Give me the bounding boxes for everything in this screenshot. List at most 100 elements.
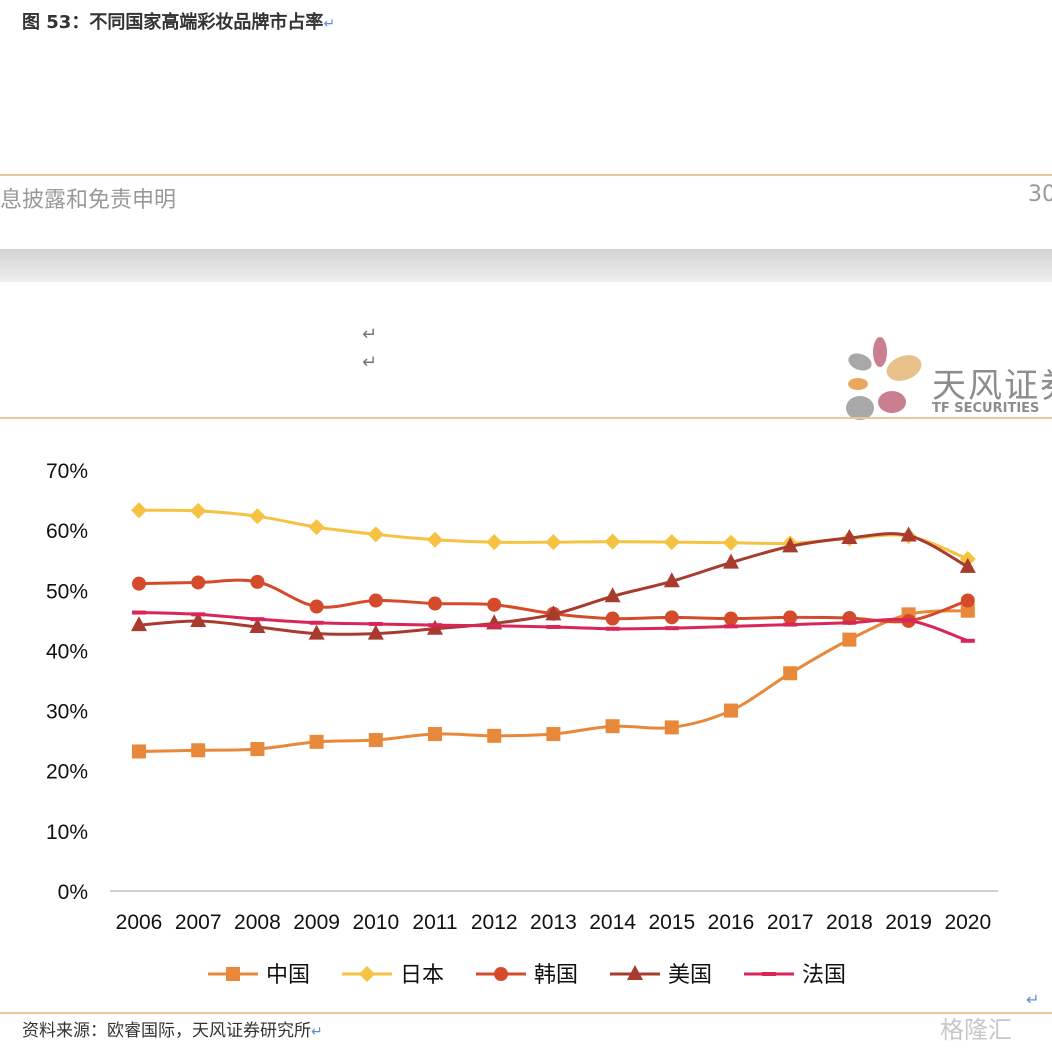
data-point-2 — [605, 611, 620, 626]
data-point-3 — [367, 624, 384, 640]
x-tick-label: 2006 — [116, 911, 163, 934]
data-point-0 — [546, 727, 561, 742]
data-point-3 — [190, 611, 207, 627]
data-point-2 — [132, 576, 146, 591]
data-point-1 — [486, 534, 503, 551]
data-point-2 — [664, 610, 679, 625]
data-point-0 — [842, 632, 857, 647]
divider-top — [0, 174, 1052, 176]
y-tick-label: 10% — [46, 821, 88, 844]
x-tick-label: 2012 — [471, 911, 518, 934]
legend-label: 法国 — [802, 963, 846, 988]
data-point-0 — [191, 743, 206, 758]
data-point-1 — [190, 502, 207, 519]
data-point-3 — [723, 553, 739, 569]
data-point-3 — [427, 619, 443, 635]
x-tick-label: 2017 — [767, 911, 814, 934]
source-text: 资料来源：欧睿国际，天风证券研究所 — [22, 1021, 311, 1041]
x-tick-label: 2015 — [648, 911, 695, 934]
data-point-1 — [427, 531, 443, 548]
data-point-0 — [132, 744, 146, 759]
figure-title-text: 图 53：不同国家高端彩妆品牌市占率 — [22, 12, 324, 33]
x-tick-label: 2008 — [234, 911, 281, 934]
data-point-4 — [428, 623, 442, 628]
data-point-2 — [250, 574, 265, 589]
data-point-3 — [959, 557, 976, 573]
y-tick-label: 30% — [46, 701, 88, 724]
data-point-1 — [604, 533, 621, 550]
data-point-1 — [131, 502, 147, 519]
data-point-4 — [724, 624, 738, 629]
x-tick-label: 2007 — [175, 911, 222, 934]
legend-marker — [494, 967, 508, 981]
legend-marker — [226, 967, 240, 981]
data-point-3 — [900, 526, 917, 542]
data-point-4 — [487, 623, 502, 628]
legend-label: 韩国 — [534, 963, 578, 988]
legend-label: 日本 — [400, 963, 444, 988]
data-point-0 — [724, 703, 738, 718]
data-point-3 — [308, 624, 325, 640]
figure-title: 图 53：不同国家高端彩妆品牌市占率↵ — [22, 8, 335, 34]
data-point-4 — [191, 612, 206, 617]
data-point-0 — [428, 727, 442, 742]
y-tick-label: 20% — [46, 761, 88, 784]
data-point-3 — [131, 616, 147, 632]
data-point-0 — [664, 720, 679, 735]
data-point-2 — [368, 593, 383, 608]
data-point-4 — [546, 624, 561, 629]
data-point-4 — [309, 620, 324, 625]
data-point-3 — [782, 537, 799, 553]
disclosure-band — [0, 176, 1052, 248]
data-point-4 — [605, 626, 620, 631]
data-point-2 — [309, 599, 324, 614]
legend-marker — [762, 972, 776, 976]
data-point-2 — [487, 597, 502, 612]
data-point-3 — [545, 605, 562, 621]
x-tick-label: 2009 — [293, 911, 340, 934]
data-point-1 — [723, 534, 739, 551]
page-gap-bar — [0, 249, 1052, 282]
data-point-1 — [545, 534, 562, 551]
watermark-text: 格隆汇 — [940, 1016, 1012, 1044]
logo-name-cn: 天风证券 — [932, 366, 1052, 406]
tf-securities-logo-icon — [846, 337, 922, 420]
y-tick-label: 50% — [46, 580, 88, 603]
x-tick-label: 2011 — [412, 911, 457, 934]
data-point-0 — [368, 733, 383, 748]
legend-label: 中国 — [266, 963, 310, 988]
x-tick-label: 2010 — [352, 911, 399, 934]
data-point-2 — [724, 611, 738, 626]
data-point-3 — [249, 617, 266, 633]
data-point-0 — [487, 728, 502, 743]
market-share-line-chart: 0% 10% 20% 30% 40% 50% 60% 70% 2006 2007 2008 2009… — [46, 460, 998, 988]
data-point-4 — [250, 617, 265, 622]
x-tick-label: 2014 — [589, 911, 636, 934]
y-tick-label: 0% — [58, 881, 88, 904]
data-point-4 — [132, 610, 146, 615]
y-tick-label: 70% — [46, 460, 88, 483]
data-point-0 — [309, 734, 324, 749]
source-note: 资料来源：欧睿国际，天风证券研究所↵ — [22, 1016, 323, 1041]
data-point-0 — [250, 742, 265, 757]
legend: 中国 日本 韩国 美国 法国 — [208, 963, 846, 988]
return-mark-icon: ↵ — [1026, 990, 1040, 1009]
data-point-2 — [960, 593, 975, 608]
x-axis: 2006 2007 2008 2009 2010 2011 2012 2013 2014 2015… — [110, 890, 998, 934]
logo-name-en: TF SECURITIES — [932, 401, 1040, 416]
data-point-0 — [960, 603, 975, 618]
x-tick-label: 2019 — [885, 911, 932, 934]
x-tick-label: 2018 — [826, 911, 873, 934]
x-tick-label: 2013 — [530, 911, 577, 934]
page-number: 30 — [1028, 182, 1052, 207]
data-point-4 — [783, 622, 798, 627]
data-point-2 — [428, 596, 442, 611]
return-mark-icon: ↵ — [362, 352, 378, 373]
y-axis: 0% 10% 20% 30% 40% 50% 60% 70% — [46, 460, 88, 904]
return-mark-icon: ↵ — [362, 324, 378, 345]
y-tick-label: 40% — [46, 640, 88, 663]
data-point-1 — [308, 519, 325, 536]
data-point-0 — [783, 666, 798, 681]
return-mark-icon: ↵ — [311, 1024, 323, 1040]
data-point-4 — [664, 626, 679, 631]
